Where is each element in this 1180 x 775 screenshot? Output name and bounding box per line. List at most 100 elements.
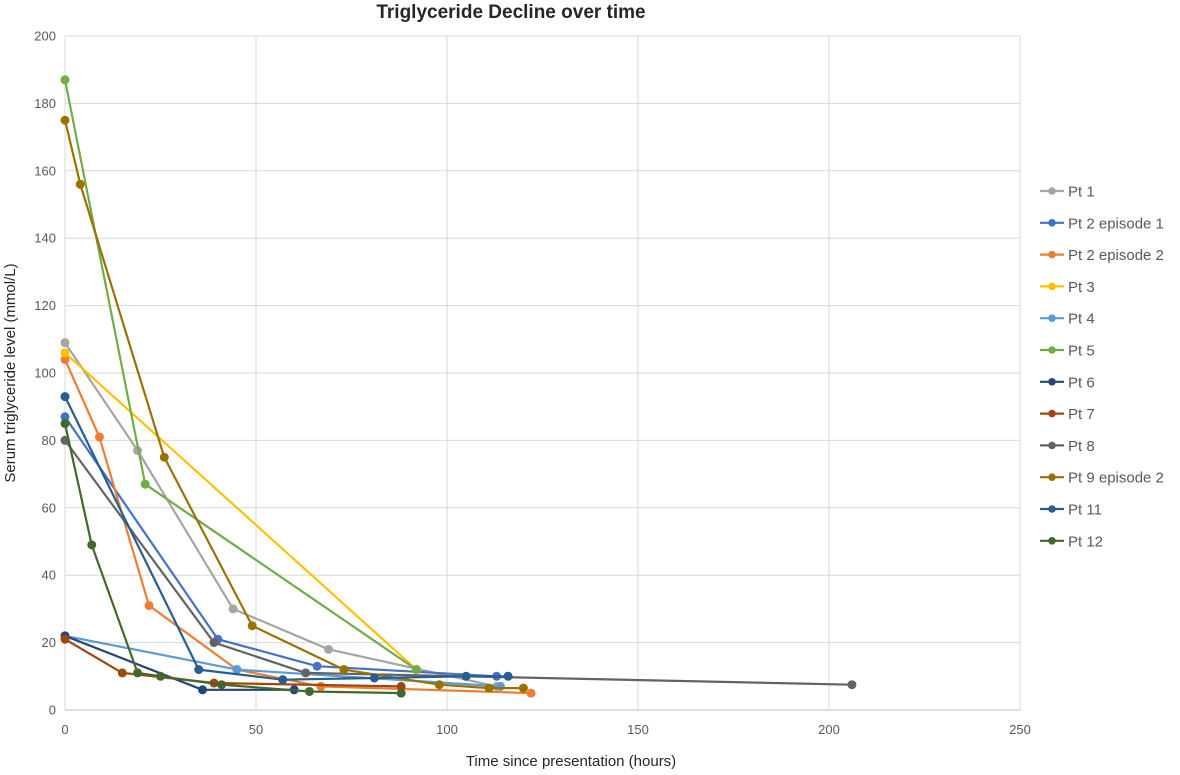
series-line (63, 423, 402, 695)
legend-item: Pt 5 (1040, 343, 1095, 360)
series-3 (60, 355, 536, 698)
legend-swatch-marker (1048, 378, 1056, 386)
legend-swatch-marker (1048, 282, 1056, 291)
series-12 (60, 419, 406, 698)
data-point (94, 432, 104, 442)
data-point (495, 681, 505, 691)
legend-swatch-marker (1048, 314, 1056, 323)
data-point (60, 338, 70, 348)
y-tick-label: 80 (42, 433, 56, 448)
legend-swatch-marker (1048, 441, 1056, 450)
legend-item: Pt 1 (1040, 184, 1095, 201)
legend-item: Pt 7 (1040, 406, 1095, 423)
y-tick-label: 60 (42, 500, 56, 515)
data-point (60, 419, 70, 429)
data-point (144, 601, 154, 611)
legend-item: Pt 4 (1040, 311, 1095, 328)
legend-label: Pt 8 (1068, 438, 1095, 455)
legend-swatch-marker (1048, 219, 1056, 227)
series-line (64, 342, 497, 688)
series-line (63, 359, 532, 695)
series-line (63, 120, 524, 690)
data-point (312, 661, 322, 671)
data-series (60, 75, 857, 698)
series-2 (60, 412, 502, 681)
series-line (64, 416, 497, 678)
data-point (503, 671, 513, 681)
data-point (60, 115, 70, 125)
legend-label: Pt 7 (1068, 406, 1095, 423)
data-point (217, 680, 227, 690)
legend-swatch-marker (1048, 250, 1056, 259)
legend-label: Pt 5 (1068, 343, 1095, 360)
legend-swatch-marker (1048, 505, 1056, 513)
legend-item: Pt 6 (1040, 374, 1095, 391)
data-point (198, 685, 208, 695)
data-point (316, 681, 326, 691)
legend-label: Pt 9 episode 2 (1068, 470, 1164, 487)
series-line (63, 79, 418, 671)
data-point (434, 680, 444, 690)
y-tick-label: 140 (34, 231, 56, 246)
y-tick-label: 0 (49, 703, 56, 718)
y-tick-label: 200 (34, 29, 56, 44)
y-tick-label: 100 (34, 366, 56, 381)
legend-label: Pt 1 (1068, 184, 1095, 201)
series-line (64, 439, 852, 686)
data-point (194, 665, 204, 675)
legend-item: Pt 12 (1040, 533, 1103, 550)
chart-title: Triglyceride Decline over time (376, 2, 645, 23)
data-point (209, 638, 219, 648)
data-point (60, 348, 70, 358)
series-11 (60, 392, 513, 685)
data-point (461, 671, 471, 681)
legend: Pt 1 Pt 2 episode 1 Pt 2 episode 2 Pt 3 Pt 4… (1040, 184, 1164, 550)
legend-item: Pt 11 (1040, 502, 1102, 519)
series-line (64, 634, 295, 691)
data-point (156, 671, 165, 681)
data-point (228, 604, 238, 614)
series-9 (60, 435, 857, 690)
data-point (369, 673, 379, 683)
y-tick-label: 20 (42, 635, 56, 650)
axes: 0 20 40 60 80 100 120 140 160 180 200 0 50 100 150 200 2… (34, 29, 1031, 738)
data-point (117, 668, 127, 678)
data-point (484, 683, 494, 693)
x-tick-label: 0 (61, 722, 68, 737)
data-point (159, 452, 169, 462)
data-point (60, 392, 70, 402)
legend-item: Pt 3 (1040, 279, 1095, 296)
data-point (301, 668, 311, 678)
data-point (847, 680, 857, 690)
legend-item: Pt 2 episode 2 (1040, 247, 1164, 264)
data-point (324, 644, 334, 654)
legend-swatch-marker (1048, 409, 1056, 418)
data-point (133, 668, 143, 678)
data-point (339, 665, 349, 675)
legend-swatch-marker (1048, 187, 1056, 195)
series-6 (60, 75, 421, 675)
data-point (247, 621, 257, 631)
legend-item: Pt 2 episode 1 (1040, 215, 1164, 232)
data-point (396, 688, 406, 698)
x-tick-label: 150 (627, 722, 649, 737)
series-line (64, 396, 509, 681)
legend-swatch-marker (1048, 473, 1056, 482)
legend-label: Pt 11 (1068, 502, 1102, 519)
x-tick-label: 200 (818, 722, 840, 737)
y-tick-label: 160 (34, 163, 56, 178)
data-point (75, 179, 85, 189)
x-tick-label: 250 (1009, 722, 1031, 737)
legend-swatch-marker (1048, 537, 1056, 545)
data-point (518, 683, 528, 693)
data-point (278, 675, 288, 685)
data-point (60, 634, 70, 644)
legend-label: Pt 4 (1068, 311, 1095, 328)
y-axis-label: Serum triglyceride level (mmol/L) (2, 263, 19, 482)
data-point (87, 540, 97, 550)
y-tick-label: 180 (34, 96, 56, 111)
data-point (526, 688, 536, 698)
legend-item: Pt 8 (1040, 438, 1095, 455)
